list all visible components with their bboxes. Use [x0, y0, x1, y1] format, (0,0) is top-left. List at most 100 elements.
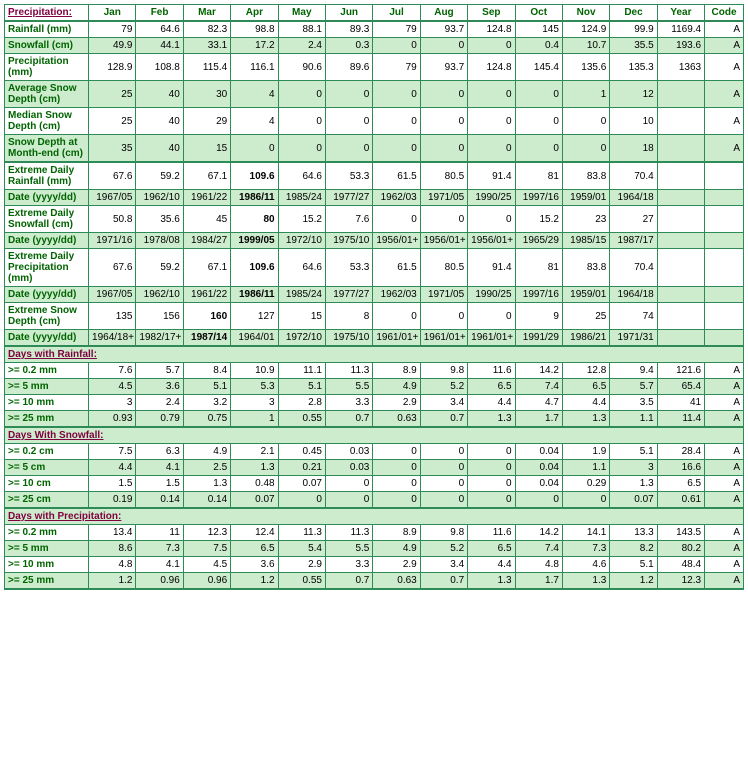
cell: 115.4 [183, 54, 230, 81]
cell: 0 [468, 135, 515, 163]
cell: 193.6 [657, 38, 704, 54]
cell: 61.5 [373, 162, 420, 190]
cell: 1990/25 [468, 287, 515, 303]
cell: 0 [420, 135, 467, 163]
cell: 0 [468, 492, 515, 509]
cell: 0.03 [325, 460, 372, 476]
cell: 1987/14 [183, 330, 230, 347]
cell: 1363 [657, 54, 704, 81]
cell: 64.6 [278, 162, 325, 190]
cell: 1985/15 [562, 233, 609, 249]
cell: 145.4 [515, 54, 562, 81]
cell: 18 [610, 135, 657, 163]
cell: 14.2 [515, 363, 562, 379]
cell: 0 [468, 38, 515, 54]
cell: 12.3 [657, 573, 704, 590]
cell: 0 [373, 303, 420, 330]
cell: 79 [89, 21, 136, 38]
cell: 124.8 [468, 21, 515, 38]
cell: 1961/01+ [373, 330, 420, 347]
cell: 1 [562, 81, 609, 108]
header-col: Code [705, 5, 744, 22]
table-body: Rainfall (mm)7964.682.398.888.189.37993.… [5, 21, 744, 589]
cell: 1990/25 [468, 190, 515, 206]
cell: 91.4 [468, 162, 515, 190]
cell: 0 [325, 81, 372, 108]
cell: 12.4 [231, 525, 278, 541]
cell: 44.1 [136, 38, 183, 54]
cell: 6.5 [468, 541, 515, 557]
cell: 8.6 [89, 541, 136, 557]
row-label: Date (yyyy/dd) [5, 233, 89, 249]
cell: 1984/27 [183, 233, 230, 249]
cell: 7.6 [89, 363, 136, 379]
cell: 7.6 [325, 206, 372, 233]
cell: 0 [278, 135, 325, 163]
cell: 3.3 [325, 557, 372, 573]
cell: 0.93 [89, 411, 136, 428]
cell: 98.8 [231, 21, 278, 38]
cell: 7.4 [515, 379, 562, 395]
cell: 61.5 [373, 249, 420, 287]
cell: 45 [183, 206, 230, 233]
header-col: Aug [420, 5, 467, 22]
cell: 1964/01 [231, 330, 278, 347]
cell: 0.4 [515, 38, 562, 54]
cell: 15 [278, 303, 325, 330]
cell: 135 [89, 303, 136, 330]
cell: 2.4 [136, 395, 183, 411]
cell: 0 [562, 108, 609, 135]
cell: 2.5 [183, 460, 230, 476]
cell: 135.3 [610, 54, 657, 81]
cell: 1.9 [562, 444, 609, 460]
cell: 4.5 [183, 557, 230, 573]
cell: 9.8 [420, 525, 467, 541]
cell: 2.9 [278, 557, 325, 573]
row-label: >= 0.2 mm [5, 525, 89, 541]
row-label: Date (yyyy/dd) [5, 287, 89, 303]
cell: 7.5 [89, 444, 136, 460]
row-label: >= 5 mm [5, 541, 89, 557]
cell [705, 206, 744, 233]
cell: 1967/05 [89, 287, 136, 303]
cell: 2.8 [278, 395, 325, 411]
cell: 0 [325, 476, 372, 492]
cell: 67.1 [183, 249, 230, 287]
cell: 59.2 [136, 249, 183, 287]
cell: 0 [468, 476, 515, 492]
cell: 70.4 [610, 249, 657, 287]
cell: 15.2 [278, 206, 325, 233]
cell: 7.3 [562, 541, 609, 557]
cell: A [705, 411, 744, 428]
cell: 5.2 [420, 541, 467, 557]
cell [705, 190, 744, 206]
cell: A [705, 573, 744, 590]
cell: 10 [610, 108, 657, 135]
row-label: Date (yyyy/dd) [5, 330, 89, 347]
cell: 0 [373, 492, 420, 509]
cell: 83.8 [562, 162, 609, 190]
cell: 0.07 [278, 476, 325, 492]
cell: 3 [610, 460, 657, 476]
cell: 0 [373, 460, 420, 476]
row-label: >= 25 mm [5, 573, 89, 590]
section-header: Days with Precipitation: [5, 508, 744, 525]
cell: 0.96 [136, 573, 183, 590]
cell: 1982/17+ [136, 330, 183, 347]
cell: 1997/16 [515, 287, 562, 303]
cell: 1169.4 [657, 21, 704, 38]
cell: 1972/10 [278, 233, 325, 249]
cell: 160 [183, 303, 230, 330]
cell: 1972/10 [278, 330, 325, 347]
cell: 3.2 [183, 395, 230, 411]
cell: 1964/18 [610, 190, 657, 206]
cell: 135.6 [562, 54, 609, 81]
header-col: Feb [136, 5, 183, 22]
cell: 80.5 [420, 162, 467, 190]
cell: 28.4 [657, 444, 704, 460]
header-corner: Precipitation: [5, 5, 89, 22]
cell: 15.2 [515, 206, 562, 233]
row-label: Average Snow Depth (cm) [5, 81, 89, 108]
cell [657, 162, 704, 190]
cell: 23 [562, 206, 609, 233]
